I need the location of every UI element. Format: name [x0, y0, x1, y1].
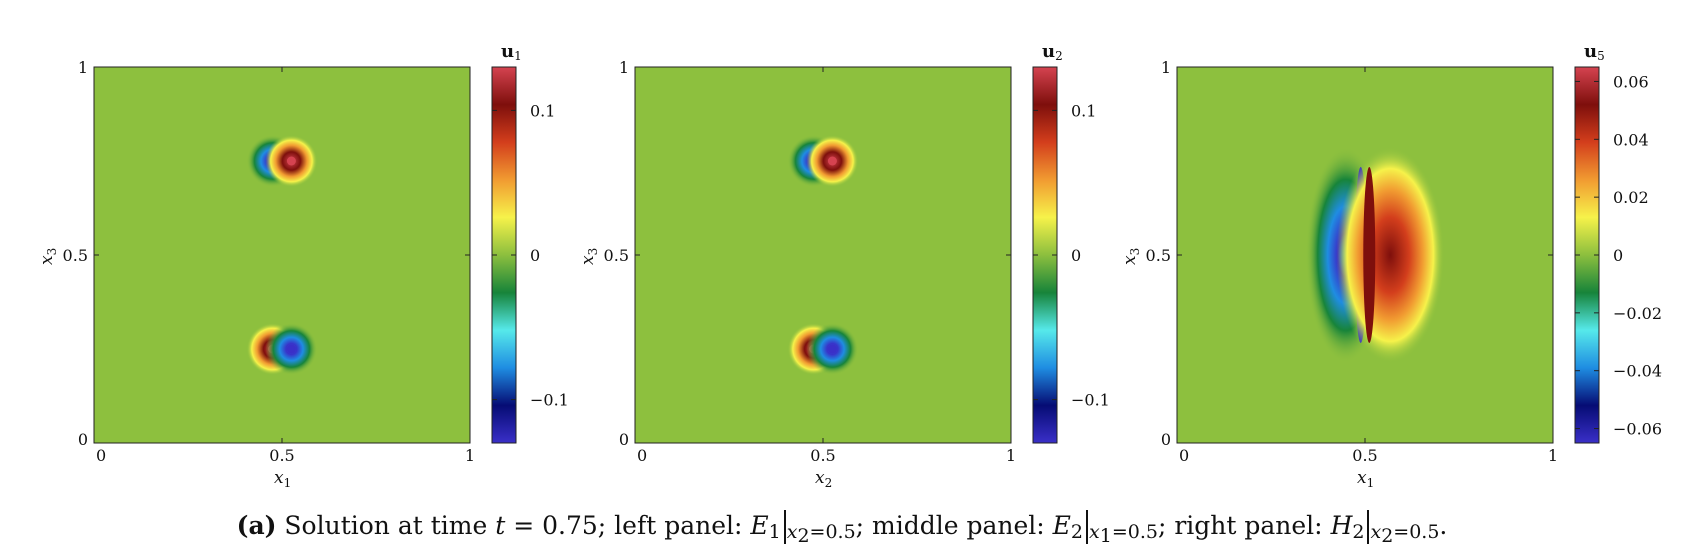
- caption-text-3: ; right panel:: [1157, 511, 1323, 540]
- x-tick-label: 0: [96, 446, 106, 465]
- caption-eval-3-val: =0.5: [1393, 521, 1440, 543]
- x-tick-label: 0.5: [269, 446, 294, 465]
- colorbar-tick-label: 0.1: [530, 101, 555, 120]
- heatmap-panel-1: 0 0.5 1 0 0.5 1 x1 x3 −0.1 0 0.1 u1: [37, 41, 569, 490]
- colorbar-tick-label: 0: [530, 246, 540, 265]
- field-core-positive: [1363, 167, 1376, 343]
- y-tick-label: 0.5: [1146, 246, 1171, 265]
- y-tick-label: 0.5: [604, 246, 629, 265]
- caption-time-var: t: [495, 511, 506, 540]
- x-tick-label: 1: [1548, 446, 1558, 465]
- caption-text-2: ; middle panel:: [855, 511, 1045, 540]
- colorbar-tick-label: −0.1: [1071, 391, 1110, 410]
- figure: 0 0.5 1 0 0.5 1 x1 x3 −0.1 0 0.1 u1 0 0.5 1 0 0.5 1 x2 x3 −0…: [37, 41, 1662, 490]
- colorbar-title: u2: [1042, 41, 1063, 63]
- caption-eval-2-sub: 1: [1099, 525, 1112, 547]
- caption-h2-sub: 2: [1352, 521, 1365, 543]
- evaluation-bar-2: [1086, 510, 1089, 544]
- heatmap-panel-2: 0 0.5 1 0 0.5 1 x2 x3 −0.1 0 0.1 u2: [578, 41, 1110, 490]
- x-tick-label: 0.5: [810, 446, 835, 465]
- y-tick-label: 1: [619, 58, 629, 77]
- x-tick-label: 1: [1006, 446, 1016, 465]
- field-dipole-core-negative: [286, 344, 296, 354]
- caption-e1-sub: 1: [768, 521, 781, 543]
- evaluation-bar-1: [783, 510, 786, 544]
- field-lobe-positive: [1336, 147, 1445, 363]
- field-features: [246, 135, 318, 375]
- caption-eval-1-sub: 2: [797, 525, 810, 547]
- x-axis-label: x1: [1357, 468, 1374, 490]
- caption-label: (a): [236, 511, 277, 540]
- x-tick-label: 1: [465, 446, 475, 465]
- y-axis-label: x3: [1120, 248, 1142, 265]
- field-dipole-core-positive: [827, 156, 837, 166]
- colorbar-tick-label: 0.1: [1071, 101, 1096, 120]
- colorbar-tick-label: −0.04: [1613, 362, 1662, 381]
- colorbar-tick-label: 0: [1613, 246, 1623, 265]
- caption-eval-1-val: =0.5: [809, 521, 856, 543]
- caption-e1: E: [750, 511, 769, 540]
- heatmap-panel-3: 0 0.5 1 0 0.5 1 x1 x3 −0.06 −0.04 −0.02 0 0.02 0.04 0.…: [1120, 41, 1662, 490]
- caption-e2: E: [1052, 511, 1071, 540]
- y-tick-label: 0.5: [63, 246, 88, 265]
- colorbar-tick-label: −0.06: [1613, 420, 1662, 439]
- y-tick-label: 0: [619, 430, 629, 449]
- colorbar-tick-label: 0.04: [1613, 130, 1649, 149]
- colorbar-title: u1: [501, 41, 522, 63]
- y-tick-label: 1: [78, 58, 88, 77]
- plot-area: [94, 67, 470, 443]
- caption-eval-1-var: x: [786, 521, 798, 543]
- plot-area: [635, 67, 1011, 443]
- caption-eval-3-var: x: [1370, 521, 1382, 543]
- caption-e2-sub: 2: [1070, 521, 1084, 543]
- y-axis-label: x3: [37, 248, 59, 265]
- x-axis-label: x1: [274, 468, 291, 490]
- x-axis-label: x2: [815, 468, 832, 490]
- y-tick-label: 0: [1161, 430, 1171, 449]
- caption-end: .: [1439, 511, 1448, 540]
- x-tick-label: 0: [1179, 446, 1189, 465]
- y-tick-label: 1: [1161, 58, 1171, 77]
- colorbar-tick-label: −0.02: [1613, 304, 1662, 323]
- evaluation-bar-3: [1367, 510, 1370, 544]
- colorbar-tick-label: 0.06: [1613, 72, 1649, 91]
- y-axis-label: x3: [578, 248, 600, 265]
- caption-time-value: = 0.75; left panel:: [513, 511, 743, 540]
- caption-eval-2-val: =0.5: [1111, 521, 1158, 543]
- field-dipole-core-positive: [286, 156, 296, 166]
- field-dipole-core-negative: [827, 344, 837, 354]
- x-tick-label: 0.5: [1352, 446, 1377, 465]
- colorbar-tick-label: 0: [1071, 246, 1081, 265]
- y-tick-label: 0: [78, 430, 88, 449]
- caption-text-1: Solution at time: [284, 511, 488, 540]
- figure-caption: (a) Solution at time t = 0.75; left pane…: [0, 506, 1684, 548]
- caption-h2: H: [1330, 511, 1353, 540]
- colorbar-title: u5: [1584, 41, 1605, 63]
- field-features: [1305, 147, 1445, 363]
- caption-eval-3-sub: 2: [1381, 525, 1394, 547]
- x-tick-label: 0: [637, 446, 647, 465]
- field-features: [787, 135, 859, 375]
- caption-eval-2-var: x: [1089, 521, 1100, 543]
- colorbar-tick-label: 0.02: [1613, 188, 1649, 207]
- colorbar-tick-label: −0.1: [530, 391, 569, 410]
